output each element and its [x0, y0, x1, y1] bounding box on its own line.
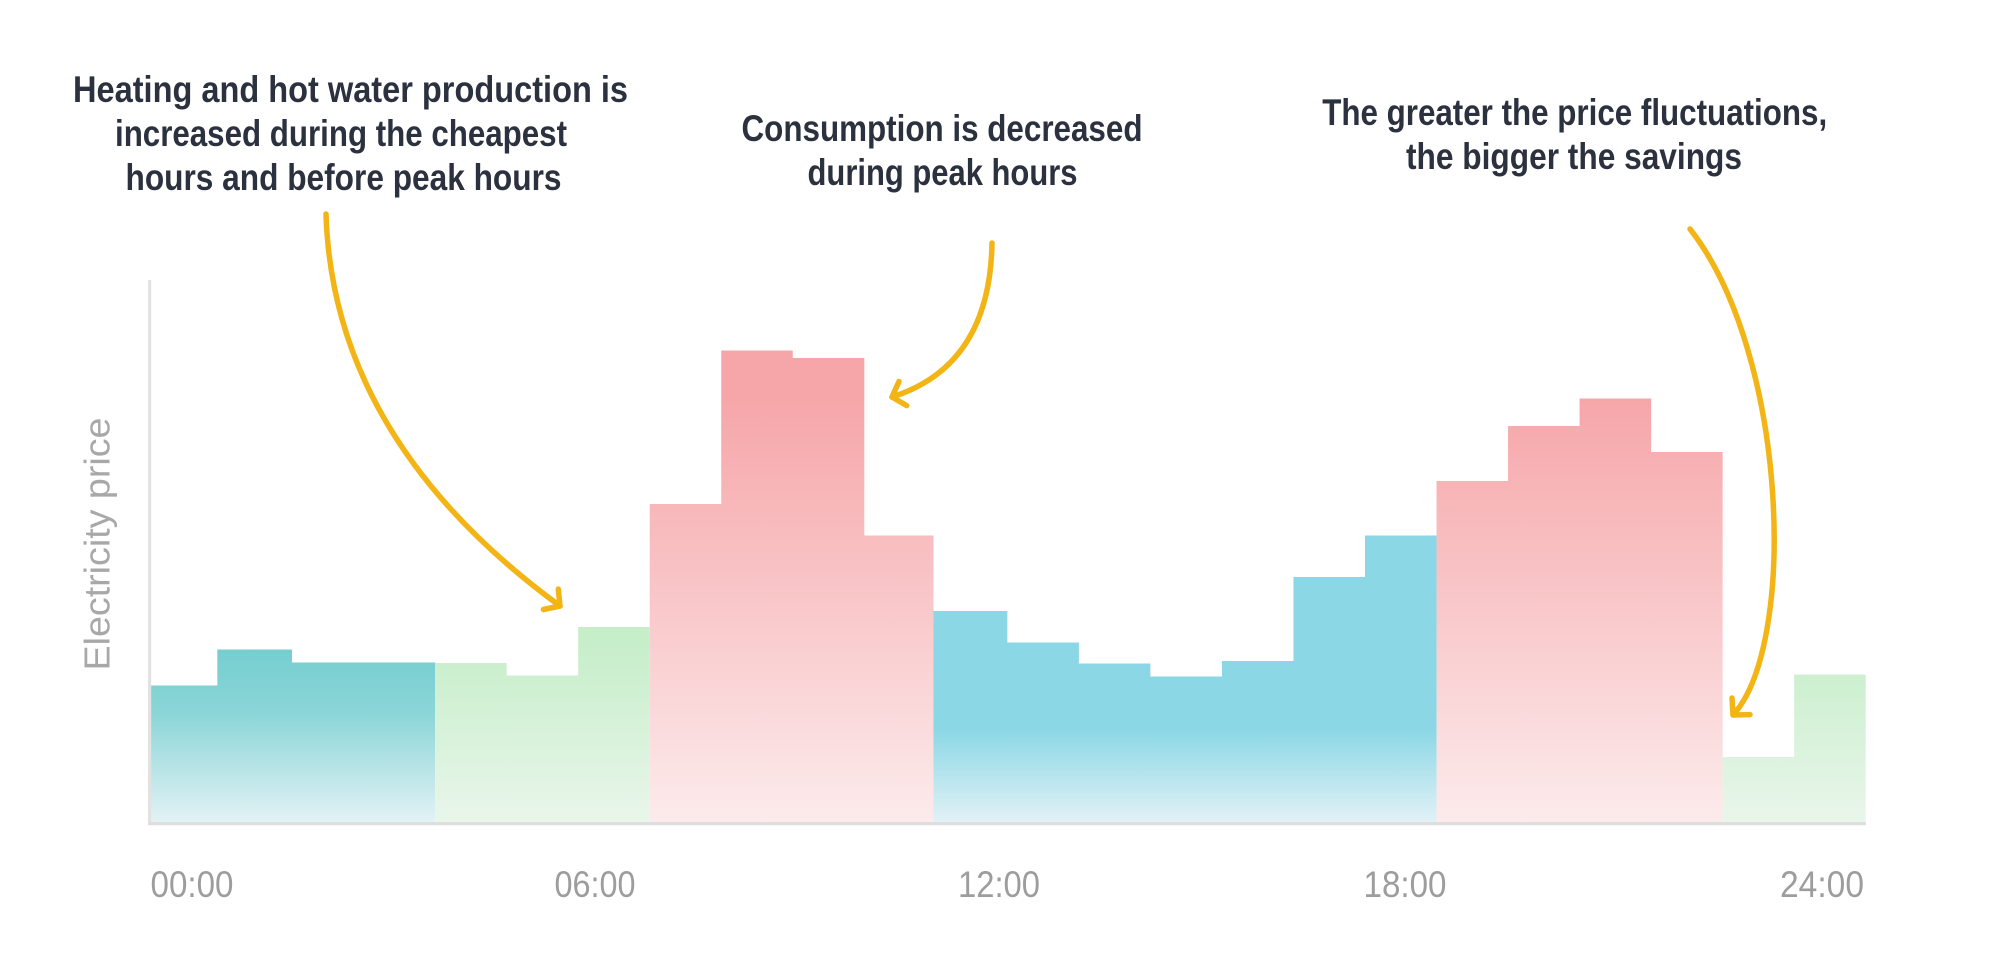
svg-text:06:00: 06:00 [555, 863, 636, 905]
svg-text:increased during the cheapest: increased during the cheapest [115, 113, 567, 154]
svg-text:The greater the price fluctuat: The greater the price fluctuations, [1322, 92, 1827, 133]
svg-text:Electricity price: Electricity price [77, 418, 118, 671]
svg-text:18:00: 18:00 [1364, 863, 1447, 905]
svg-text:00:00: 00:00 [151, 863, 234, 905]
svg-text:hours and before peak hours: hours and before peak hours [126, 157, 562, 198]
svg-text:Heating and hot water producti: Heating and hot water production is [73, 69, 628, 110]
svg-text:12:00: 12:00 [958, 863, 1040, 905]
svg-text:the bigger the savings: the bigger the savings [1406, 136, 1742, 177]
svg-text:24:00: 24:00 [1780, 863, 1864, 905]
svg-text:Consumption is decreased: Consumption is decreased [742, 108, 1143, 149]
svg-text:during peak hours: during peak hours [808, 152, 1078, 193]
